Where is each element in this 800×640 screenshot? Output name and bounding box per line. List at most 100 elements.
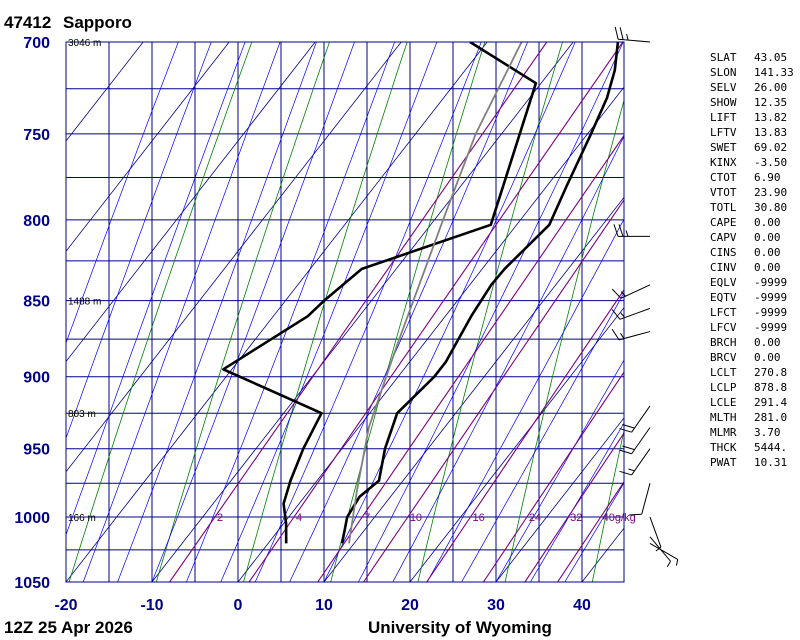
moist-adiabat bbox=[461, 291, 624, 582]
mixing-ratio-line bbox=[426, 288, 624, 582]
index-value: 13.83 bbox=[754, 126, 787, 139]
barb-flag bbox=[619, 27, 624, 40]
index-key: LCLP bbox=[710, 381, 737, 394]
moist-adiabat bbox=[426, 218, 624, 582]
index-key: PWAT bbox=[710, 456, 737, 469]
x-tick-label: -10 bbox=[140, 597, 163, 614]
y-tick-label: 700 bbox=[23, 35, 50, 52]
index-key: TOTL bbox=[710, 201, 737, 214]
index-value: 0.00 bbox=[754, 231, 781, 244]
barb-flag bbox=[619, 470, 632, 476]
y-tick-label: 800 bbox=[23, 213, 50, 230]
moist-adiabat bbox=[289, 42, 528, 582]
barb-flag bbox=[613, 224, 619, 237]
isotherm--30 bbox=[66, 42, 402, 473]
barb-half-flag bbox=[620, 291, 626, 297]
index-key: SHOW bbox=[710, 96, 737, 109]
moist-adiabat bbox=[495, 359, 624, 582]
dry-adiabat bbox=[68, 42, 253, 582]
barb-staff bbox=[619, 307, 651, 320]
barb-flag bbox=[611, 309, 621, 320]
index-key: CAPE bbox=[710, 216, 737, 229]
index-key: LFCT bbox=[710, 306, 737, 319]
moist-adiabat bbox=[220, 42, 438, 582]
y-tick-label: 900 bbox=[23, 370, 50, 387]
index-value: 878.8 bbox=[754, 381, 787, 394]
index-value: 270.8 bbox=[754, 366, 787, 379]
barb-staff bbox=[618, 331, 651, 341]
index-value: 6.90 bbox=[754, 171, 781, 184]
wind-barb bbox=[611, 284, 651, 299]
index-value: -3.50 bbox=[754, 156, 787, 169]
barb-staff bbox=[649, 542, 678, 560]
index-value: 12.35 bbox=[754, 96, 787, 109]
mixing-ratio-line bbox=[169, 42, 548, 582]
index-value: 30.80 bbox=[754, 201, 787, 214]
index-value: 0.00 bbox=[754, 216, 781, 229]
index-key: SLON bbox=[710, 66, 737, 79]
barb-flag bbox=[611, 288, 622, 299]
index-value: 23.90 bbox=[754, 186, 787, 199]
index-key: LFCV bbox=[710, 321, 737, 334]
index-table: SLAT 43.05 SLON 141.33 SELV 26.00 SHOW 12.35 LIF… bbox=[710, 51, 794, 469]
x-tick-label: -20 bbox=[54, 597, 77, 614]
barb-flag bbox=[611, 329, 620, 341]
x-tick-label: 20 bbox=[401, 597, 419, 614]
mixing-ratio-line bbox=[317, 134, 624, 582]
index-value: 0.00 bbox=[754, 261, 781, 274]
index-value: 69.02 bbox=[754, 141, 787, 154]
height-label: 803 m bbox=[68, 409, 96, 420]
index-key: THCK bbox=[710, 441, 737, 454]
y-tick-label: 1050 bbox=[14, 575, 50, 592]
barb-flag bbox=[622, 445, 635, 451]
wind-barb bbox=[649, 516, 662, 552]
index-key: CTOT bbox=[710, 171, 737, 184]
mixing-ratio-label: 32 bbox=[570, 512, 582, 524]
index-value: 0.00 bbox=[754, 246, 781, 259]
moist-adiabat bbox=[151, 42, 355, 582]
index-key: LFTV bbox=[710, 126, 737, 139]
index-key: MLTH bbox=[710, 411, 737, 424]
dewpoint-profile bbox=[222, 42, 538, 544]
isotherm--60 bbox=[66, 42, 144, 142]
moist-adiabat bbox=[323, 42, 576, 582]
x-tick-label: 0 bbox=[234, 597, 243, 614]
wind-barb bbox=[649, 536, 671, 568]
mixing-ratio-line bbox=[524, 432, 624, 582]
barb-half-flag bbox=[626, 33, 629, 41]
index-value: -9999 bbox=[754, 306, 787, 319]
isotherm-30 bbox=[495, 417, 624, 582]
y-tick-label: 1000 bbox=[14, 510, 50, 527]
isotherm--50 bbox=[66, 42, 230, 252]
dry-adiabat bbox=[243, 42, 408, 582]
dry-adiabat bbox=[155, 42, 330, 582]
parcel-profile bbox=[348, 42, 523, 544]
moist-adiabat bbox=[66, 42, 212, 440]
wind-barbs bbox=[611, 26, 679, 568]
mixing-ratio-label: 24 bbox=[529, 512, 541, 524]
wind-barb bbox=[619, 427, 651, 455]
mixing-ratio-label: 16 bbox=[473, 512, 485, 524]
mixing-ratio-line bbox=[557, 480, 624, 582]
index-value: 3.70 bbox=[754, 426, 781, 439]
index-value: 10.31 bbox=[754, 456, 787, 469]
moist-adiabat bbox=[254, 42, 482, 582]
barb-half-flag bbox=[620, 332, 625, 339]
barb-flag bbox=[622, 424, 635, 429]
moist-adiabat bbox=[66, 42, 246, 536]
temperature-profile bbox=[340, 42, 620, 544]
index-value: 13.82 bbox=[754, 111, 787, 124]
index-value: 0.00 bbox=[754, 336, 781, 349]
index-value: 0.00 bbox=[754, 351, 781, 364]
barb-flag bbox=[618, 224, 624, 237]
index-value: -9999 bbox=[754, 291, 787, 304]
height-label: 3046 m bbox=[68, 38, 101, 49]
data-source: University of Wyoming bbox=[368, 618, 552, 637]
index-key: CINS bbox=[710, 246, 737, 259]
isotherm--20 bbox=[66, 42, 488, 582]
wind-barb bbox=[629, 483, 651, 516]
mixing-ratio-label: 7 bbox=[364, 512, 370, 524]
barb-half-flag bbox=[620, 312, 626, 318]
